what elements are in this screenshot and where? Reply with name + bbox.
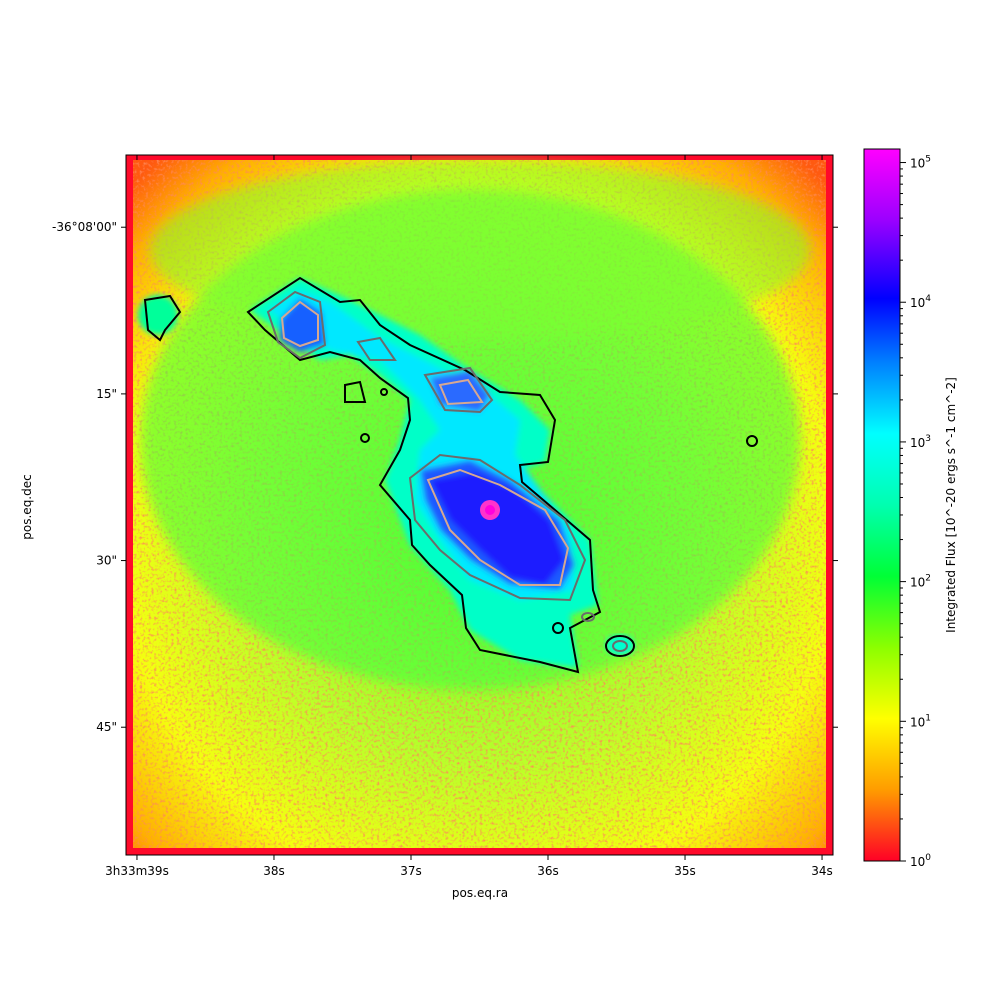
x-axis-label: pos.eq.ra xyxy=(452,886,508,900)
flux-map xyxy=(126,155,833,855)
colorbar-tick-label-0: 100 xyxy=(910,853,931,869)
x-tick-label-0: 3h33m39s xyxy=(105,864,169,878)
colorbar-tick-label-2: 102 xyxy=(910,574,931,590)
colorbar-tick-label-4: 104 xyxy=(910,294,931,310)
colorbar-tick-label-5: 105 xyxy=(910,155,931,171)
x-tick-label-1: 38s xyxy=(263,864,285,878)
x-tick-label-3: 36s xyxy=(537,864,559,878)
x-axis: 3h33m39s 38s 37s 36s 35s 34s xyxy=(105,155,833,878)
colorbar-label: Integrated Flux [10^-20 ergs s^-1 cm^-2] xyxy=(944,377,958,633)
contour-black xyxy=(143,276,758,674)
deep-blue-core xyxy=(430,472,565,585)
x-tick-label-2: 37s xyxy=(400,864,422,878)
x-tick-label-4: 35s xyxy=(674,864,696,878)
peak-knot-core xyxy=(485,505,495,515)
y-tick-label-0: -36°08'00" xyxy=(52,220,117,234)
colorbar-ticks: 100 101 102 103 104 105 xyxy=(900,155,931,869)
y-axis-label: pos.eq.dec xyxy=(20,474,34,539)
colorbar-gradient xyxy=(864,149,900,861)
x-tick-label-5: 34s xyxy=(811,864,833,878)
colorbar: 100 101 102 103 104 105 Integrated Flux [10^-… xyxy=(863,148,958,869)
y-tick-label-1: 15" xyxy=(96,387,117,401)
colorbar-tick-label-1: 101 xyxy=(910,713,931,729)
y-tick-label-2: 30" xyxy=(96,554,117,568)
y-axis: -36°08'00" 15" 30" 45" xyxy=(52,220,838,734)
colorbar-frame xyxy=(863,148,901,862)
contour-gray xyxy=(266,290,628,652)
blob-right xyxy=(606,635,634,655)
y-tick-label-3: 45" xyxy=(96,720,117,734)
colorbar-tick-label-3: 103 xyxy=(910,434,931,450)
contour-tan xyxy=(280,300,570,586)
plot-frame xyxy=(125,154,834,856)
